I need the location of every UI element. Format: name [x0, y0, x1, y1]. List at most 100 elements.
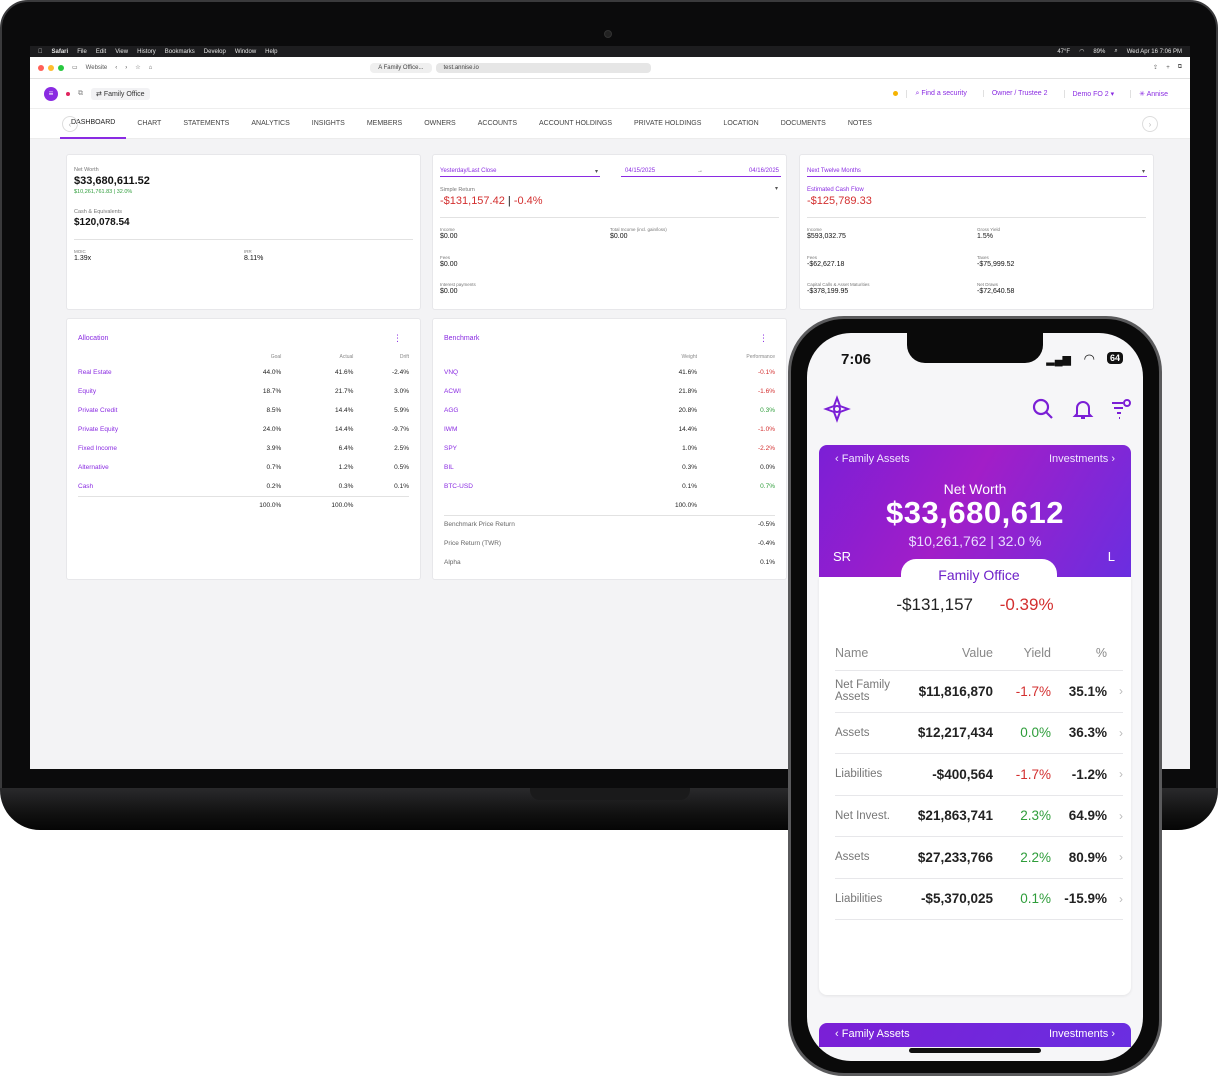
table-row[interactable]: Assets $27,233,766 2.2% 80.9% ›	[835, 837, 1123, 879]
hero-left-toggle[interactable]: SR	[833, 549, 852, 564]
ticker-link[interactable]: BTC-USD	[444, 483, 473, 490]
table-row: Fixed Income 3.9% 6.4% 2.5%	[78, 439, 409, 458]
bell-icon[interactable]	[1071, 397, 1095, 421]
zoom-window-button[interactable]	[58, 64, 64, 71]
search-icon[interactable]: ⌕	[1114, 48, 1118, 54]
menu-bookmarks[interactable]: Bookmarks	[160, 48, 195, 55]
cf-fees-label: Fees	[807, 255, 818, 260]
menu-develop[interactable]: Develop	[199, 48, 226, 55]
menu-help[interactable]: Help	[260, 48, 277, 55]
context-selector[interactable]: ⇄ Family Office	[91, 87, 150, 100]
more-options-icon[interactable]: ⋮	[393, 333, 402, 343]
nav-prev-button[interactable]: ‹	[62, 116, 78, 132]
tab-account-holdings[interactable]: ACCOUNT HOLDINGS	[539, 120, 612, 127]
ticker-link[interactable]: VNQ	[444, 369, 459, 376]
home-indicator[interactable]	[909, 1048, 1041, 1053]
allocation-name[interactable]: Cash	[78, 482, 94, 490]
tab-accounts[interactable]: ACCOUNTS	[477, 120, 517, 127]
table-row[interactable]: Assets $12,217,434 0.0% 36.3% ›	[835, 713, 1123, 754]
bottom-back-link[interactable]: ‹ Family Assets	[835, 1028, 910, 1040]
table-row[interactable]: Liabilities -$5,370,025 0.1% -15.9% ›	[835, 879, 1123, 920]
minimize-window-button[interactable]	[48, 64, 54, 71]
find-security-link[interactable]: ⌕ Find a security	[906, 89, 974, 98]
copy-icon[interactable]: ⧉	[78, 89, 83, 97]
filter-icon[interactable]	[1109, 397, 1133, 421]
back-icon[interactable]: ‹	[115, 64, 118, 71]
tab-chart[interactable]: CHART	[137, 120, 162, 127]
forward-icon[interactable]: ›	[125, 64, 128, 71]
profile-menu[interactable]: Website	[85, 64, 108, 71]
row-name: Liabilities	[835, 892, 883, 905]
sidebar-icon[interactable]: ▭	[72, 65, 78, 71]
browser-tab[interactable]: A Family Office...	[370, 62, 432, 73]
weather-status[interactable]: 47°F	[1057, 48, 1071, 55]
cashflow-period-selector[interactable]: Next Twelve Months ▾	[807, 168, 1147, 177]
ticker-link[interactable]: BIL	[444, 464, 454, 471]
wifi-icon[interactable]: ◠	[1079, 49, 1085, 55]
hero-back-link[interactable]: ‹ Family Assets	[835, 453, 910, 465]
hero-forward-link[interactable]: Investments ›	[1048, 453, 1115, 465]
more-options-icon[interactable]: ⋮	[759, 333, 768, 343]
tab-overview-icon[interactable]: ⧉	[1177, 64, 1182, 70]
share-icon[interactable]: ⇪	[1153, 65, 1159, 71]
tab-documents[interactable]: DOCUMENTS	[780, 120, 826, 127]
actual-header: Actual	[339, 354, 354, 360]
nav-next-button[interactable]: ›	[1142, 116, 1158, 132]
chevron-down-icon[interactable]: ▾	[774, 186, 778, 192]
ticker-link[interactable]: IWM	[444, 426, 458, 433]
tab-statements[interactable]: STATEMENTS	[183, 120, 230, 127]
tab-analytics[interactable]: ANALYTICS	[251, 120, 290, 127]
alpha-label: Alpha	[444, 559, 461, 566]
tab-owners[interactable]: OWNERS	[424, 120, 456, 127]
tab-private-holdings[interactable]: PRIVATE HOLDINGS	[634, 120, 702, 127]
battery-status[interactable]: 89%	[1093, 48, 1106, 55]
brand-link[interactable]: ✳ Annise	[1130, 89, 1176, 98]
menu-window[interactable]: Window	[230, 48, 256, 55]
simple-return-label: Simple Return	[440, 187, 475, 193]
cash-flow-card: Next Twelve Months ▾ Estimated Cash Flow …	[799, 154, 1154, 310]
allocation-name[interactable]: Private Credit	[78, 407, 118, 414]
entity-selector[interactable]: Demo FO 2 ▾	[1063, 89, 1123, 98]
context-pill[interactable]: Family Office	[901, 559, 1057, 589]
tab-dashboard[interactable]: DASHBOARD	[60, 109, 127, 139]
home-icon[interactable]: ⌂	[148, 64, 153, 71]
table-row: Private Equity 24.0% 14.4% -9.7%	[78, 420, 409, 439]
date-range-selector[interactable]: 04/15/2025 → 04/16/2025	[621, 168, 781, 177]
table-row[interactable]: Liabilities -$400,564 -1.7% -1.2% ›	[835, 754, 1123, 796]
tab-notes[interactable]: NOTES	[847, 120, 872, 127]
hamburger-menu-button[interactable]: ≡	[44, 86, 58, 101]
menu-view[interactable]: View	[110, 48, 128, 55]
allocation-name[interactable]: Alternative	[78, 464, 109, 471]
menu-file[interactable]: File	[72, 48, 87, 55]
menu-history[interactable]: History	[132, 48, 156, 55]
logo-icon[interactable]	[823, 395, 851, 423]
tab-location[interactable]: LOCATION	[723, 120, 759, 127]
allocation-name[interactable]: Equity	[78, 388, 97, 395]
star-icon[interactable]: ☆	[135, 65, 141, 71]
perf-cell: -0.1%	[758, 369, 775, 376]
tab-members[interactable]: MEMBERS	[366, 120, 403, 127]
simple-return-pct: -0.4%	[513, 195, 543, 207]
allocation-name[interactable]: Real Estate	[78, 369, 112, 376]
period-selector[interactable]: Yesterday/Last Close ▾	[440, 168, 600, 177]
new-tab-icon[interactable]: +	[1166, 64, 1170, 71]
allocation-name[interactable]: Private Equity	[78, 426, 119, 433]
menu-edit[interactable]: Edit	[91, 48, 106, 55]
allocation-name[interactable]: Fixed Income	[78, 445, 118, 452]
bottom-forward-link[interactable]: Investments ›	[1048, 1028, 1115, 1040]
search-icon[interactable]	[1031, 397, 1055, 421]
ticker-link[interactable]: SPY	[444, 445, 458, 452]
role-selector[interactable]: Owner / Trustee 2	[982, 90, 1056, 97]
clock[interactable]: Wed Apr 16 7:06 PM	[1126, 48, 1182, 55]
address-bar[interactable]: test.annise.io	[435, 62, 651, 73]
menu-safari[interactable]: Safari	[47, 48, 69, 55]
income-label: Income	[440, 227, 455, 232]
tab-insights[interactable]: INSIGHTS	[311, 120, 345, 127]
ticker-link[interactable]: ACWI	[444, 388, 461, 395]
close-window-button[interactable]	[38, 64, 44, 71]
apple-icon[interactable]: 	[38, 49, 43, 55]
ticker-link[interactable]: AGG	[444, 407, 459, 414]
table-row[interactable]: Net Invest. $21,863,741 2.3% 64.9% ›	[835, 796, 1123, 837]
table-row[interactable]: Net Family Assets $11,816,870 -1.7% 35.1…	[835, 671, 1123, 713]
hero-right-toggle[interactable]: L	[1107, 549, 1115, 564]
